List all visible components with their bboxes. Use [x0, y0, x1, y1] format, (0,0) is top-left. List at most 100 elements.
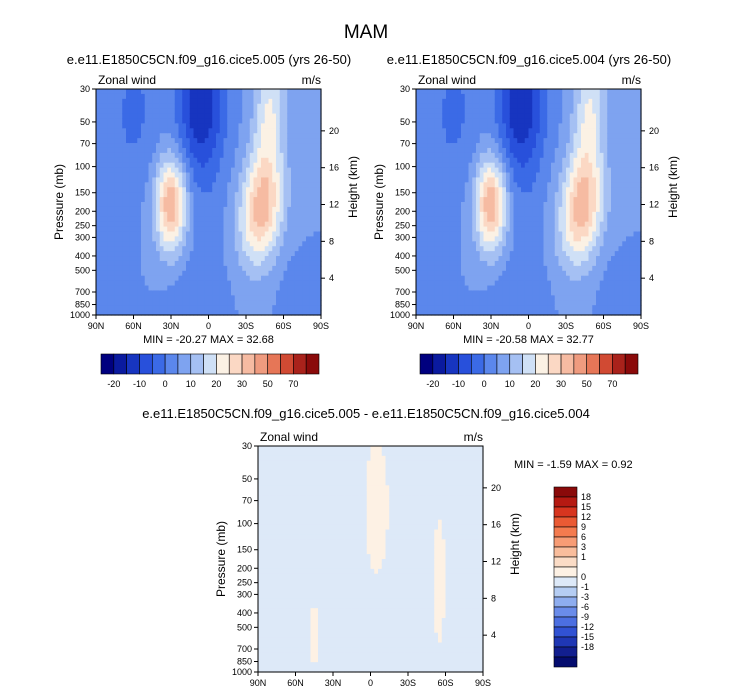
- contour-cell: [111, 147, 116, 154]
- contour-cell: [141, 270, 146, 277]
- contour-cell: [129, 265, 135, 272]
- contour-cell: [171, 138, 176, 144]
- contour-cell: [219, 138, 225, 144]
- contour-cell: [129, 305, 135, 311]
- contour-cell: [536, 133, 541, 139]
- contour-cell: [532, 246, 537, 252]
- contour-cell: [129, 167, 135, 174]
- contour-cell: [268, 226, 273, 233]
- contour-cell: [126, 152, 131, 159]
- contour-cell: [268, 143, 273, 149]
- contour-cell: [513, 182, 518, 188]
- contour-cell: [491, 270, 496, 277]
- contour-cell: [302, 285, 307, 292]
- contour-cell: [122, 216, 127, 223]
- contour-cell: [509, 89, 515, 95]
- contour-cell: [517, 128, 522, 134]
- contour-cell: [423, 211, 428, 218]
- contour-cell: [167, 108, 172, 115]
- contour-cell: [438, 89, 443, 95]
- contour-cell: [227, 226, 232, 233]
- contour-cell: [464, 285, 470, 292]
- contour-cell: [212, 310, 217, 316]
- contour-cell: [457, 133, 462, 139]
- contour-cell: [536, 221, 541, 228]
- contour-cell: [461, 177, 466, 183]
- contour-cell: [201, 275, 206, 282]
- contour-cell: [577, 270, 582, 277]
- contour-cell: [189, 157, 195, 164]
- contour-cell: [551, 172, 556, 179]
- contour-cell: [261, 285, 266, 292]
- contour-cell: [298, 98, 303, 105]
- contour-cell: [581, 206, 586, 213]
- contour-cell: [566, 138, 571, 144]
- contour-cell: [423, 275, 428, 282]
- contour-cell: [122, 143, 127, 149]
- contour-cell: [453, 211, 458, 218]
- contour-cell: [562, 221, 567, 228]
- contour-cell: [524, 305, 530, 311]
- contour-cell: [99, 280, 105, 287]
- contour-cell: [114, 290, 120, 296]
- contour-cell: [524, 231, 530, 237]
- contour-cell: [171, 295, 176, 301]
- contour-cell: [419, 113, 425, 120]
- contour-cell: [111, 89, 116, 95]
- contour-cell: [144, 197, 150, 203]
- contour-cell: [118, 157, 123, 164]
- contour-cell: [423, 133, 428, 139]
- contour-cell: [264, 93, 270, 100]
- contour-cell: [107, 251, 112, 257]
- contour-cell: [306, 305, 311, 311]
- contour-cell: [234, 236, 240, 242]
- contour-cell: [186, 280, 191, 287]
- contour-cell: [144, 123, 150, 129]
- contour-cell: [317, 197, 322, 203]
- contour-cell: [204, 231, 210, 237]
- contour-cell: [513, 310, 518, 316]
- contour-cell: [234, 265, 240, 272]
- contour-cell: [204, 143, 210, 149]
- contour-cell: [419, 211, 425, 218]
- contour-cell: [547, 93, 552, 100]
- contour-cell: [302, 192, 307, 198]
- contour-cell: [238, 206, 243, 213]
- contour-cell: [264, 118, 270, 124]
- contour-cell: [182, 290, 187, 296]
- contour-cell: [156, 157, 161, 164]
- contour-cell: [588, 182, 593, 188]
- contour-cell: [152, 162, 157, 169]
- contour-cell: [487, 241, 492, 247]
- contour-cell: [317, 98, 322, 105]
- contour-cell: [118, 182, 123, 188]
- contour-cell: [178, 265, 183, 272]
- contour-cell: [253, 187, 258, 193]
- contour-cell: [249, 197, 255, 203]
- contour-cell: [464, 256, 470, 262]
- contour-cell: [253, 182, 258, 188]
- contour-cell: [291, 147, 296, 154]
- contour-cell: [298, 138, 303, 144]
- contour-cell: [253, 275, 258, 282]
- contour-cell: [566, 251, 571, 257]
- contour-cell: [427, 192, 432, 198]
- contour-cell: [231, 108, 236, 115]
- contour-cell: [543, 152, 548, 159]
- contour-cell: [219, 216, 225, 223]
- contour-cell: [521, 93, 526, 100]
- contour-cell: [129, 103, 135, 110]
- contour-cell: [238, 216, 243, 223]
- contour-cell: [483, 182, 488, 188]
- contour-cell: [423, 295, 428, 301]
- contour-cell: [551, 143, 556, 149]
- contour-cell: [487, 157, 492, 164]
- contour-cell: [223, 162, 228, 169]
- contour-cell: [163, 138, 168, 144]
- contour-cell: [197, 236, 202, 242]
- contour-cell: [231, 256, 236, 262]
- contour-cell: [302, 251, 307, 257]
- contour-cell: [483, 143, 488, 149]
- contour-cell: [141, 152, 146, 159]
- contour-cell: [554, 216, 560, 223]
